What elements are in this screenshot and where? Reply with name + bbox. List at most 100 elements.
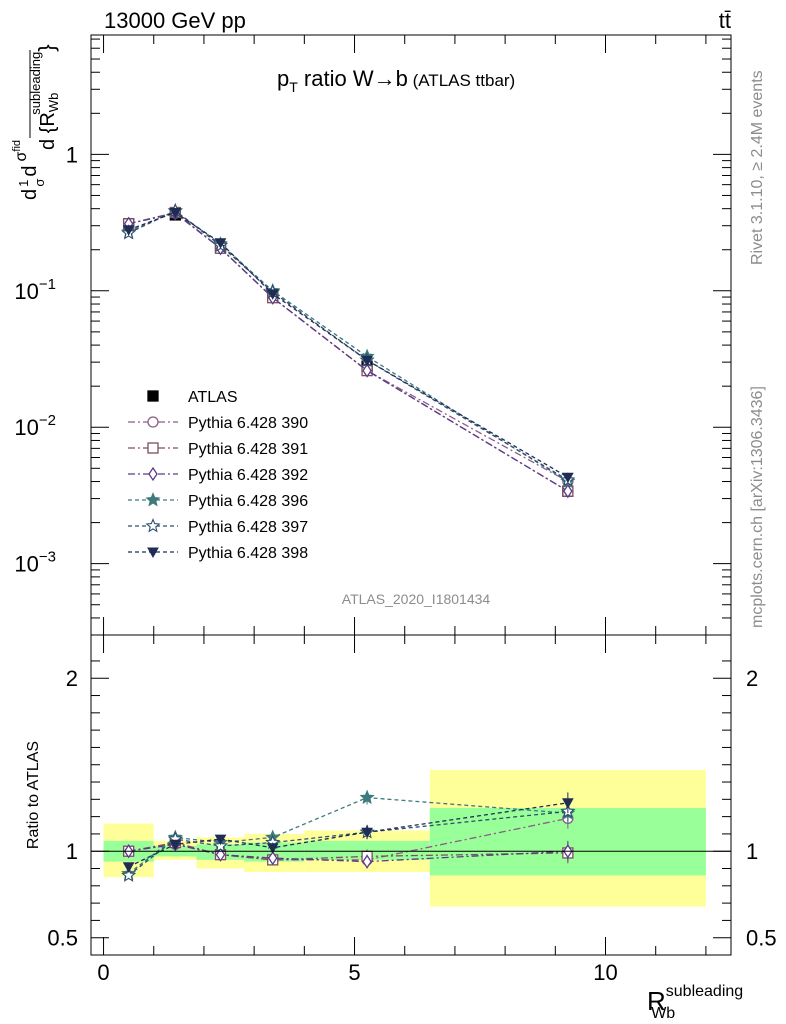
ratio-series-line xyxy=(128,802,568,868)
main-panel: 10−3 10−2 10−1 1 xyxy=(14,34,732,636)
ratio-ytick-label: 0.5 xyxy=(47,926,78,951)
legend-entry-5: Pythia 6.428 397 xyxy=(128,518,308,536)
main-point xyxy=(362,363,372,378)
ratio-series-line xyxy=(128,843,568,863)
ratio-bands xyxy=(103,769,706,907)
ratio-ytick-label-right: 2 xyxy=(746,666,758,691)
legend-marker xyxy=(147,390,159,402)
ratio-point xyxy=(212,838,229,853)
legend-marker xyxy=(147,442,159,454)
ratio-ytick-label-right: 0.5 xyxy=(746,926,777,951)
legend-label: Pythia 6.428 390 xyxy=(188,415,308,432)
plot-title: pT ratio W→b (ATLAS ttbar) xyxy=(277,66,515,95)
legend-label: Pythia 6.428 392 xyxy=(188,467,308,484)
ratio-series-line xyxy=(128,796,568,875)
main-ytick-label: 1 xyxy=(66,142,78,167)
legend-marker xyxy=(147,416,159,428)
legend-marker xyxy=(147,547,159,559)
ylabel-d1: d xyxy=(19,189,41,200)
main-series-6 xyxy=(122,207,574,484)
x-tick-label: 0 xyxy=(97,960,109,985)
main-point xyxy=(122,225,135,236)
legend-label: Pythia 6.428 396 xyxy=(188,493,308,510)
legend-label: Pythia 6.428 397 xyxy=(188,519,308,536)
ratio-series-line xyxy=(128,817,569,861)
ylabel-d2: d xyxy=(19,165,41,176)
legend-marker xyxy=(148,466,158,482)
main-axis-ticks: 10−3 10−2 10−1 1 xyxy=(14,35,731,636)
legend-label: Pythia 6.428 391 xyxy=(188,441,308,458)
xlabel-sub: Wb xyxy=(651,1005,675,1022)
plot-title-prefix: p xyxy=(277,66,289,91)
ylabel-frac-num: 1 xyxy=(16,180,31,187)
side-text-mcplots: mcplots.cern.ch [arXiv:1306.3436] xyxy=(749,386,766,628)
ratio-series-line xyxy=(128,841,568,861)
side-text-rivet: Rivet 3.1.10, ≥ 2.4M events xyxy=(749,70,766,265)
ratio-ytick-label: 1 xyxy=(66,839,78,864)
main-ylabel-denom: d {RWbsubleading} xyxy=(28,44,61,150)
main-point xyxy=(214,238,227,249)
ratio-ytick-label: 2 xyxy=(66,666,78,691)
ratio-point xyxy=(122,862,135,873)
ylabel-denom: d {R xyxy=(37,112,59,150)
ratio-frame xyxy=(90,634,732,956)
ylabel-fid: fid xyxy=(11,140,23,152)
ratio-series-5 xyxy=(122,792,574,873)
ylabel-subleading: subleading xyxy=(28,52,43,115)
main-ytick-label: 10−2 xyxy=(14,412,56,440)
main-series-line xyxy=(128,211,569,478)
main-ylabel-text: d1σdσfid xyxy=(11,140,47,200)
xlabel-main: R xyxy=(647,986,666,1016)
ratio-point xyxy=(562,798,574,809)
ratio-ytick-label-right: 1 xyxy=(746,839,758,864)
analysis-id: ATLAS_2020_I1801434 xyxy=(342,591,491,607)
x-tick-label: 5 xyxy=(348,960,360,985)
legend-marker xyxy=(145,492,161,507)
ratio-point xyxy=(214,834,227,846)
legend-entry-0: ATLAS xyxy=(147,389,238,406)
plot-title-sub: T xyxy=(289,79,298,95)
ratio-point xyxy=(267,850,278,866)
ratio-band-green xyxy=(244,842,305,862)
ratio-axis-ticks: 0 5 10 0.5 0.5 1 1 2 2 xyxy=(47,635,777,985)
ratio-point xyxy=(361,827,373,839)
legend-entry-3: Pythia 6.428 392 xyxy=(128,466,308,484)
ratio-point xyxy=(362,854,372,869)
header-left: 13000 GeV pp xyxy=(104,8,246,33)
x-axis-label: Rsubleading Wb xyxy=(647,983,743,1022)
legend-label: Pythia 6.428 398 xyxy=(188,545,308,562)
legend-entry-6: Pythia 6.428 398 xyxy=(128,545,308,562)
ratio-point xyxy=(266,843,279,854)
header-right: tt̄ xyxy=(719,8,731,33)
ratio-point xyxy=(169,839,182,851)
main-y-label: d1σdσfid d {RWbsubleading} xyxy=(11,44,61,200)
main-point xyxy=(361,355,373,367)
legend: ATLAS Pythia 6.428 390 Pythia 6.428 391 Pyt… xyxy=(128,389,308,562)
plot-title-small: (ATLAS ttbar) xyxy=(408,71,515,90)
legend-entry-2: Pythia 6.428 391 xyxy=(128,441,308,458)
main-point xyxy=(266,289,279,300)
main-series-line xyxy=(128,212,569,492)
ratio-point xyxy=(121,867,137,882)
legend-label: ATLAS xyxy=(188,389,238,406)
main-ytick-label: 10−1 xyxy=(14,276,56,304)
legend-entry-4: Pythia 6.428 396 xyxy=(128,492,308,510)
ratio-point xyxy=(359,789,375,805)
xlabel-sup: subleading xyxy=(666,983,743,1000)
legend-marker xyxy=(145,518,161,533)
main-point xyxy=(562,472,574,484)
main-series xyxy=(121,202,576,499)
ylabel-sigma: σ xyxy=(13,151,30,161)
plot-title-main: ratio W→b xyxy=(298,66,408,91)
main-point xyxy=(169,207,182,219)
main-point xyxy=(563,483,573,499)
main-frame xyxy=(90,34,732,636)
x-tick-label: 10 xyxy=(593,960,617,985)
main-ytick-label: 10−3 xyxy=(14,549,56,577)
ratio-y-label: Ratio to ATLAS xyxy=(25,741,42,849)
ylabel-wb: Wb xyxy=(46,93,61,113)
ylabel-brace: } xyxy=(34,44,59,51)
legend-entry-1: Pythia 6.428 390 xyxy=(128,415,308,432)
ratio-panel: 0 5 10 0.5 0.5 1 1 2 2 xyxy=(47,634,777,985)
